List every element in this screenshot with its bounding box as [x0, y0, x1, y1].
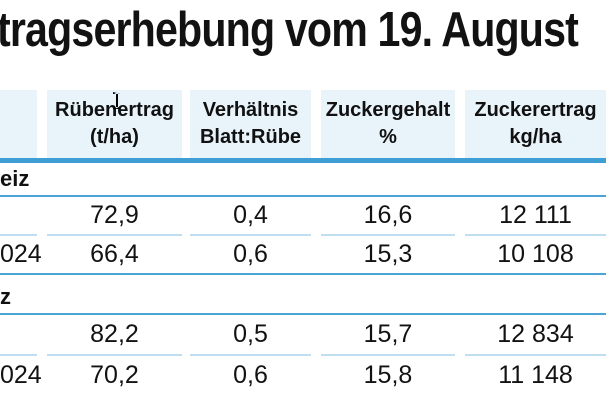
table-row: 72,9 0,4 16,6 12 111 — [0, 197, 606, 236]
header-cell-ruebenertrag: Rübenertrag (t/ha) — [47, 90, 182, 158]
column-gap — [455, 90, 465, 158]
table-row: 024 70,2 0,6 15,8 11 148 — [0, 356, 606, 395]
text-cursor-icon — [112, 92, 121, 109]
column-gap — [311, 90, 321, 158]
column-gap — [455, 236, 465, 273]
cell-verhaeltnis: 0,5 — [190, 315, 311, 356]
header-rule — [0, 158, 606, 163]
table-row: 82,2 0,5 15,7 12 834 — [0, 315, 606, 356]
section-rule — [0, 195, 606, 197]
header-cell-verhaeltnis: Verhältnis Blatt:Rübe — [190, 90, 311, 158]
ibeam-stem — [116, 94, 118, 107]
section-header: z — [0, 284, 11, 309]
cell-verhaeltnis: 0,4 — [190, 197, 311, 236]
column-gap — [455, 356, 465, 395]
row-label — [0, 315, 37, 356]
cell-zuckerertrag: 12 834 — [465, 315, 606, 356]
ibeam-cap-bottom — [113, 107, 120, 109]
header-label: Verhältnis — [202, 99, 299, 121]
cell-zuckergehalt: 15,3 — [363, 240, 413, 268]
cell-ruebenertrag: 66,4 — [90, 240, 139, 268]
section-rule — [0, 313, 606, 315]
column-gap — [311, 236, 321, 273]
column-gap — [311, 314, 321, 357]
cell-zuckergehalt: 15,7 — [321, 315, 455, 356]
table-row: 024 66,4 0,6 15,3 10 108 — [0, 236, 606, 273]
table-header-row: Rübenertrag (t/ha) Verhältnis Blatt:Rübe… — [0, 90, 606, 158]
column-gap — [182, 356, 190, 395]
ibeam-cap-top — [113, 92, 120, 94]
cell-zuckergehalt: 16,6 — [321, 197, 455, 236]
column-gap — [182, 196, 190, 237]
cell-zuckerertrag: 12 111 — [465, 197, 606, 236]
section-header: eiz — [0, 166, 30, 191]
cell-zuckergehalt: 15,8 — [363, 361, 413, 389]
header-unit: kg/ha — [509, 126, 562, 148]
cell-verhaeltnis: 0,6 — [233, 361, 268, 389]
header-unit: % — [379, 126, 397, 148]
yield-table: Rübenertrag (t/ha) Verhältnis Blatt:Rübe… — [0, 90, 606, 395]
page-title: tragserhebung vom 19. August — [0, 3, 579, 57]
header-label: Zuckerertrag — [474, 99, 597, 121]
column-gap — [455, 314, 465, 357]
column-gap — [311, 196, 321, 237]
header-label: Zuckergehalt — [325, 99, 451, 121]
column-gap — [182, 236, 190, 273]
header-cell-zuckerertrag: Zuckerertrag kg/ha — [465, 90, 606, 158]
row-label: 024 — [0, 361, 42, 389]
header-label: Rübenertrag — [55, 99, 174, 121]
header-unit: (t/ha) — [90, 126, 139, 148]
column-gap — [182, 90, 190, 158]
column-gap — [37, 90, 47, 158]
header-unit: Blatt:Rübe — [199, 126, 302, 148]
cell-verhaeltnis: 0,6 — [233, 240, 268, 268]
column-gap — [37, 236, 47, 273]
cell-zuckerertrag: 11 148 — [498, 361, 573, 389]
header-cell-zuckergehalt: Zuckergehalt % — [321, 90, 455, 158]
column-gap — [311, 356, 321, 395]
cell-zuckerertrag: 10 108 — [497, 240, 574, 268]
column-gap — [455, 196, 465, 237]
header-cell-empty — [0, 90, 37, 158]
section-rule — [0, 273, 606, 275]
row-label: 024 — [0, 240, 42, 268]
cell-ruebenertrag: 82,2 — [47, 315, 182, 356]
column-gap — [37, 356, 47, 395]
column-gap — [182, 314, 190, 357]
cell-ruebenertrag: 72,9 — [47, 197, 182, 236]
row-label — [0, 197, 37, 236]
column-gap — [37, 314, 47, 357]
cell-ruebenertrag: 70,2 — [90, 361, 139, 389]
column-gap — [37, 196, 47, 237]
